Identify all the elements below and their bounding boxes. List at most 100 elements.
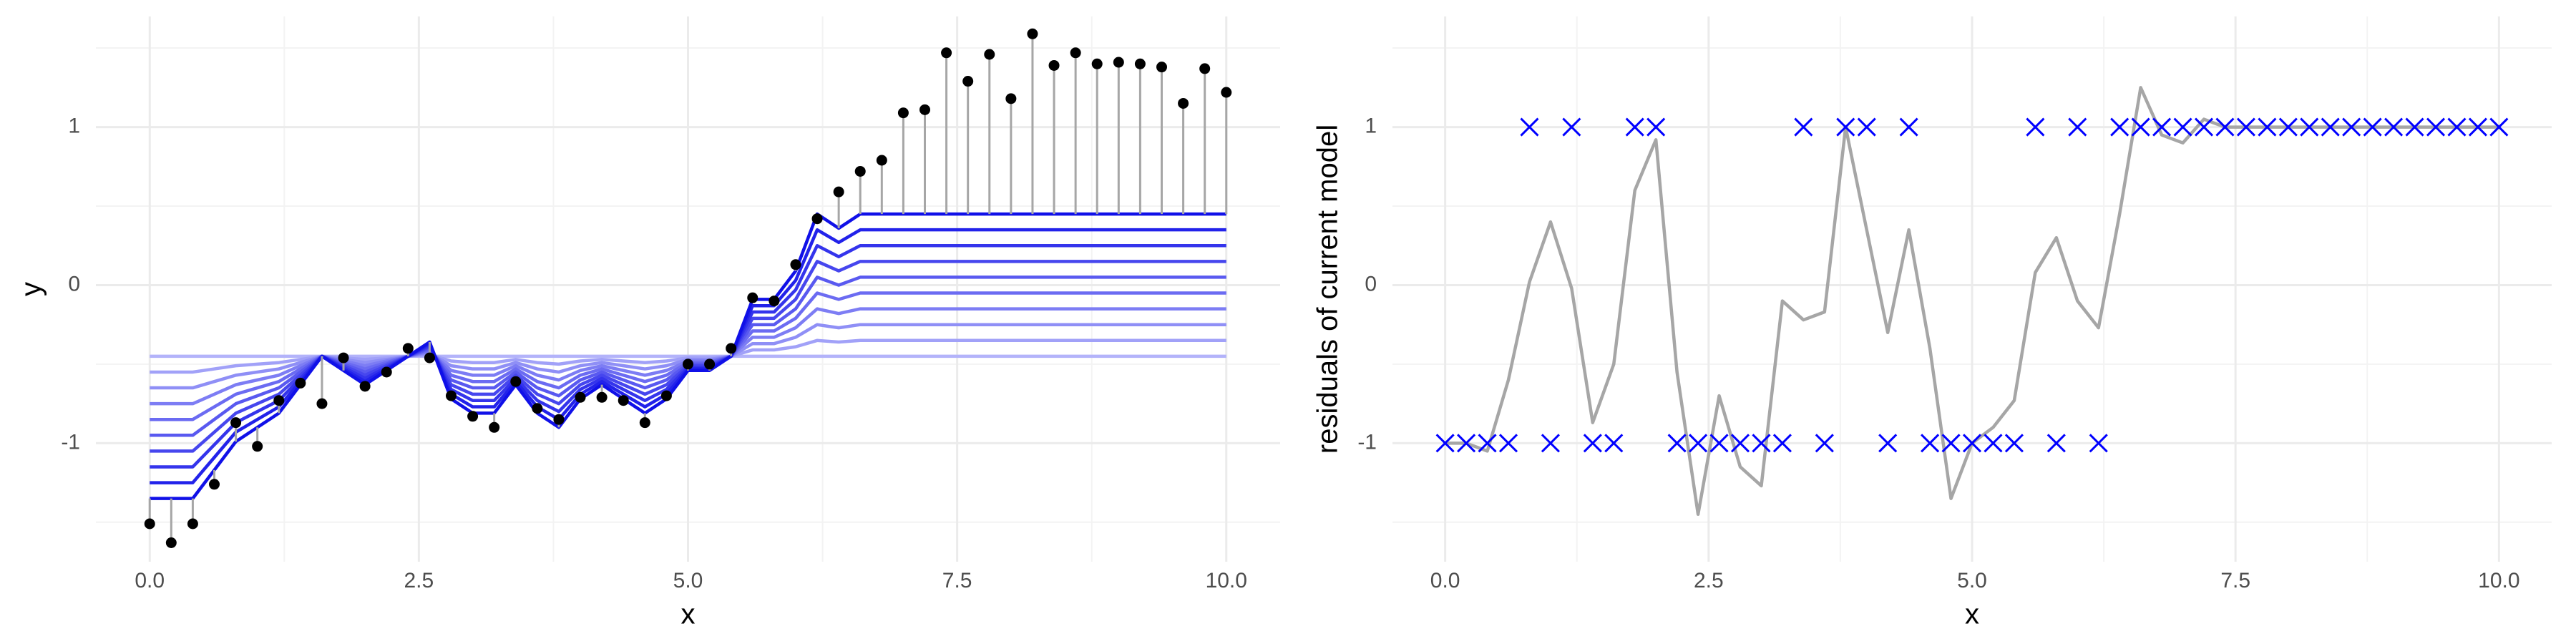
data-point [833,186,844,197]
cross-marker [1457,434,1476,453]
data-point [854,165,866,177]
data-point [467,411,479,422]
cross-marker [1435,434,1455,453]
data-point [230,417,242,429]
cross-marker [1921,434,1940,453]
data-point [897,107,909,119]
cross-marker [2152,117,2172,137]
cross-marker [2089,434,2108,453]
x-tick-label: 7.5 [942,569,972,592]
y-tick-label: 0 [1365,272,1377,296]
y-tick-label: 1 [68,114,80,138]
x-axis-title: x [1965,599,1979,630]
cross-marker [1857,117,1876,137]
cross-marker [2342,117,2361,137]
cross-marker [1962,434,1982,453]
data-point [510,376,522,387]
data-point [726,343,737,354]
data-point [790,259,801,270]
cross-marker [2447,117,2467,137]
data-point [1027,28,1038,39]
cross-marker [2046,434,2066,453]
data-point [618,395,629,406]
y-tick-label: 1 [1365,114,1377,138]
cross-marker [2194,117,2214,137]
data-point [747,292,758,303]
data-point [1134,58,1146,69]
x-tick-label: 2.5 [404,569,434,592]
cross-marker [1815,434,1834,453]
data-point [704,358,716,370]
cross-marker [2215,117,2235,137]
x-tick-label: 5.0 [1957,569,1987,592]
cross-marker [1984,434,2003,453]
x-tick-label: 10.0 [2478,569,2519,592]
cross-marker [1520,117,1539,137]
data-point [660,390,672,401]
panel: 0.0 2.5 5.0 7.5 10.0 -1 0 1 x residuals of curren… [1312,16,2552,630]
cross-marker [2004,434,2024,453]
data-point [489,421,500,433]
x-axis-title: x [681,599,696,630]
data-point [683,358,693,370]
cross-marker [1498,434,1518,453]
data-point [876,155,887,166]
data-point [252,441,263,452]
data-point [295,377,306,389]
cross-marker [1667,434,1687,453]
cross-marker [1836,117,1855,137]
cross-marker [2489,117,2509,137]
cross-marker [1625,117,1644,137]
y-axis-title: y [16,282,47,296]
cross-marker [1541,434,1560,453]
cross-marker [1709,434,1729,453]
data-point [984,49,995,60]
data-point [1048,59,1060,71]
cross-marker [2068,117,2087,137]
x-tick-label: 5.0 [673,569,703,592]
data-point [962,76,974,87]
x-tick-label: 2.5 [1694,569,1724,592]
data-point [338,352,349,364]
data-point [209,479,220,490]
cross-marker [1478,434,1497,453]
cross-marker [2110,117,2129,137]
data-point [187,518,198,530]
y-axis-title: residuals of current model [1312,125,1344,454]
cross-marker [1794,117,1813,137]
x-tick-label: 10.0 [1206,569,1247,592]
data-point [1199,63,1211,74]
y-tick-label: -1 [61,430,80,454]
cross-marker [2131,117,2150,137]
cross-marker [2426,117,2446,137]
data-point [165,537,177,548]
data-point [1178,97,1189,109]
cross-marker [1878,434,1898,453]
data-point [532,403,543,414]
cross-marker [2258,117,2277,137]
data-point [639,417,650,429]
data-point [381,366,392,378]
cross-marker [1752,434,1771,453]
data-point [316,398,328,409]
data-point [811,213,823,225]
cross-marker [1689,434,1708,453]
cross-marker [2278,117,2298,137]
data-point [446,390,457,401]
cross-marker [2405,117,2424,137]
data-point [596,391,608,403]
cross-marker [1899,117,1918,137]
data-point [273,395,285,406]
cross-marker [1562,117,1581,137]
cross-marker [2236,117,2255,137]
cross-marker [1941,434,1961,453]
data-point [1156,62,1167,73]
data-point [919,104,930,115]
data-point [144,518,155,530]
y-tick-label: -1 [1357,430,1377,454]
y-tick-label: 0 [68,272,80,296]
cross-marker [2026,117,2045,137]
data-point [769,296,780,307]
cross-marker [1730,434,1750,453]
